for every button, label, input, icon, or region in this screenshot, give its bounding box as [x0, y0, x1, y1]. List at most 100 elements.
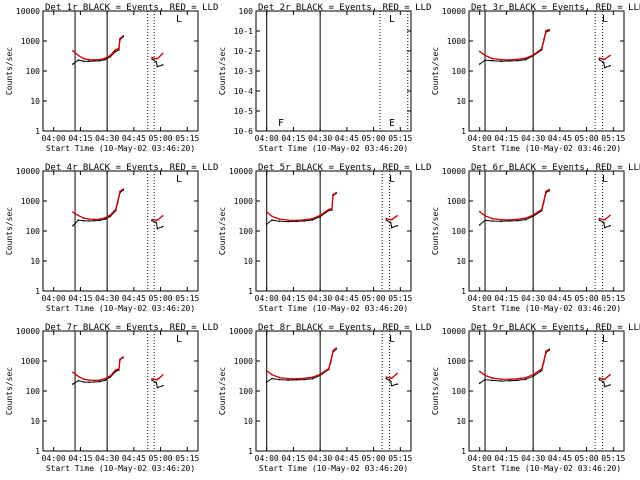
- flag-marker: L: [176, 174, 182, 185]
- y-axis-label: Counts/sec: [431, 207, 440, 255]
- x-tick-label: 04:15: [281, 294, 305, 303]
- data-point: [311, 219, 314, 221]
- data-point: [109, 214, 112, 216]
- y-tick-label: 1: [248, 287, 253, 296]
- data-point: [516, 59, 518, 62]
- data-point: [508, 59, 511, 61]
- data-point: [532, 375, 534, 378]
- data-point: [303, 220, 305, 222]
- data-point: [287, 377, 289, 380]
- x-tick-label: 05:15: [601, 294, 625, 303]
- lld-series-line: [266, 192, 337, 222]
- data-point: [609, 224, 611, 227]
- data-point: [385, 219, 388, 221]
- data-point: [331, 209, 333, 211]
- data-point: [151, 218, 153, 221]
- data-point: [604, 58, 606, 60]
- data-point: [391, 226, 393, 229]
- data-point: [88, 58, 90, 61]
- y-tick-label: 10000: [16, 7, 40, 16]
- data-point: [500, 220, 502, 223]
- chart-panel-5: Det 5r BLACK = Events, RED = LLD 1 10 100 10…: [218, 163, 431, 313]
- y-axis-label: Counts/sec: [218, 47, 227, 95]
- data-point: [155, 221, 158, 224]
- data-point: [532, 54, 534, 56]
- y-tick-label: 100: [26, 387, 41, 396]
- data-point: [118, 47, 120, 50]
- data-point: [335, 347, 337, 349]
- y-tick-label: 10: [30, 257, 40, 266]
- y-tick-label: 1: [248, 447, 253, 456]
- data-point: [156, 386, 159, 389]
- data-point: [319, 373, 321, 376]
- flag-marker: F: [278, 118, 284, 129]
- lld-series-line: [479, 28, 550, 61]
- data-point: [77, 375, 80, 378]
- x-tick-label: 05:15: [601, 134, 625, 143]
- x-tick-label: 05:15: [601, 454, 625, 463]
- data-point: [389, 218, 392, 221]
- data-point: [156, 65, 159, 68]
- x-tick-label: 04:45: [548, 454, 572, 463]
- y-tick-label: 10: [456, 257, 466, 266]
- data-point: [319, 214, 321, 217]
- events-series-line: [151, 379, 163, 389]
- plot-frame: [255, 170, 412, 292]
- data-point: [598, 217, 601, 220]
- y-tick-label: 10: [30, 417, 40, 426]
- x-tick-label: 04:00: [255, 134, 279, 143]
- y-tick-label: 1000: [234, 357, 253, 366]
- y-tick-label: 100: [26, 227, 41, 236]
- data-point: [602, 218, 605, 221]
- data-point: [609, 384, 611, 386]
- data-point: [265, 223, 268, 225]
- events-series-line: [599, 219, 611, 229]
- data-point: [88, 381, 90, 384]
- data-point: [609, 214, 611, 217]
- data-point: [278, 376, 281, 379]
- data-point: [93, 59, 96, 61]
- y-tick-label: 100: [239, 7, 254, 16]
- data-point: [389, 377, 392, 379]
- y-tick-label: 10000: [442, 167, 466, 176]
- data-point: [72, 211, 74, 214]
- data-point: [500, 380, 502, 382]
- data-point: [82, 57, 85, 60]
- y-tick-label: 100: [239, 387, 254, 396]
- y-axis-label: Counts/sec: [431, 367, 440, 415]
- y-tick-label: 10000: [16, 167, 40, 176]
- data-point: [117, 200, 119, 202]
- chart-panel-7: Det 7r BLACK = Events, RED = LLD 1 10 100 10…: [5, 323, 218, 473]
- chart-panel-9: Det 9r BLACK = Events, RED = LLD 1 10 100 10…: [431, 323, 640, 473]
- data-point: [478, 50, 481, 53]
- x-tick-label: 04:15: [68, 454, 92, 463]
- data-point: [88, 379, 90, 381]
- y-axis-label: Counts/sec: [218, 207, 227, 255]
- data-point: [93, 218, 96, 221]
- data-point: [602, 378, 605, 380]
- data-point: [303, 219, 305, 221]
- x-axis-label: Start Time (10-May-02 03:46:20): [259, 464, 408, 473]
- data-point: [287, 219, 289, 221]
- data-point: [602, 381, 605, 383]
- data-point: [508, 378, 511, 381]
- data-point: [72, 63, 74, 65]
- flag-marker: L: [602, 174, 608, 185]
- data-point: [602, 221, 605, 224]
- events-series-line: [599, 379, 611, 388]
- data-point: [478, 370, 481, 373]
- data-point: [156, 57, 159, 60]
- data-point: [389, 221, 392, 224]
- x-tick-label: 05:15: [175, 454, 199, 463]
- data-point: [524, 57, 527, 59]
- y-tick-label: 10: [456, 417, 466, 426]
- x-tick-label: 04:00: [255, 294, 279, 303]
- lld-series-line: [72, 356, 124, 382]
- y-tick-label: 1000: [21, 37, 40, 46]
- plot-frame: [42, 10, 199, 132]
- x-tick-label: 04:15: [494, 454, 518, 463]
- data-point: [72, 383, 74, 385]
- data-point: [516, 378, 518, 380]
- data-point: [484, 378, 486, 381]
